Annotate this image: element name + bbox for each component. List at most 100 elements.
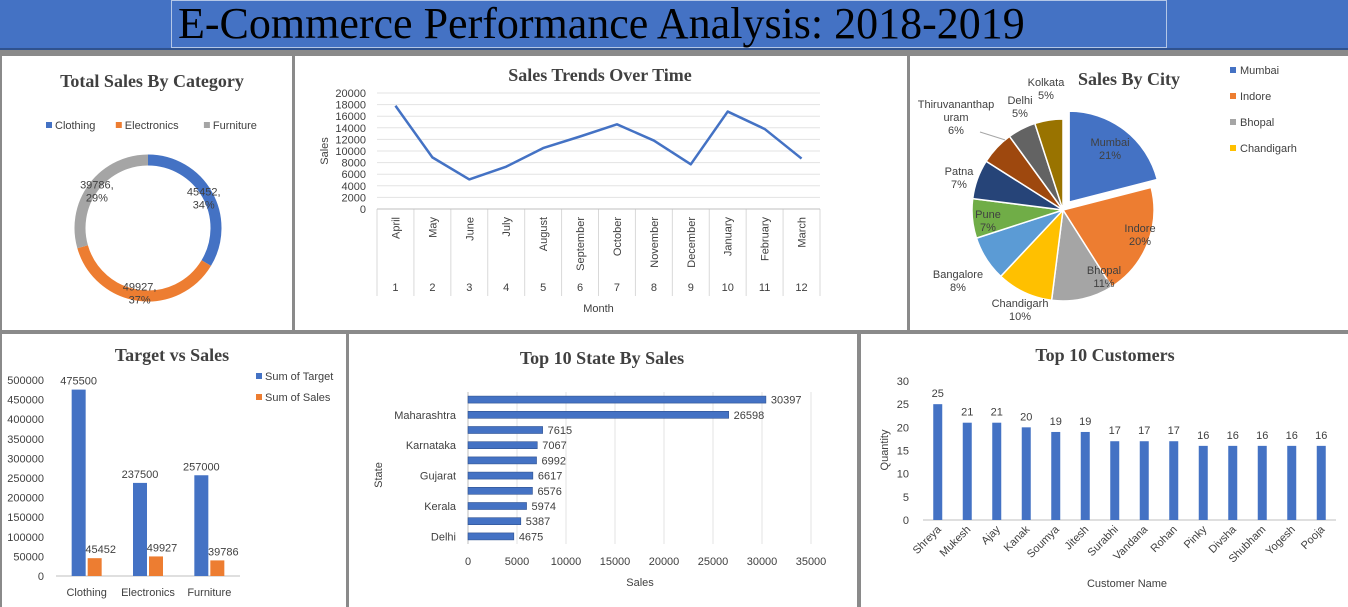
data-label-value: 45452, bbox=[187, 187, 221, 199]
y-tick-label: 300000 bbox=[7, 453, 44, 465]
data-label: 4675 bbox=[519, 531, 543, 543]
data-label: 475500 bbox=[60, 376, 97, 388]
x-axis-title: Month bbox=[583, 303, 614, 315]
bar-customer bbox=[1110, 441, 1120, 520]
x-tick-number: 11 bbox=[759, 282, 770, 294]
y-tick-label: 2000 bbox=[342, 192, 366, 204]
x-tick-number: 4 bbox=[503, 282, 509, 294]
x-tick-label: Ajay bbox=[979, 523, 1003, 547]
y-tick-label: 0 bbox=[360, 204, 366, 216]
data-label-name: Chandigarh bbox=[992, 298, 1049, 310]
data-label-percent: 8% bbox=[950, 282, 966, 294]
x-tick-month: October bbox=[612, 217, 624, 256]
x-tick-label: Clothing bbox=[66, 587, 106, 599]
data-label: 6617 bbox=[538, 471, 562, 483]
legend-label-bhopal: Bhopal bbox=[1240, 117, 1274, 129]
chart-svg: Sales Trends Over Time020004000600080001… bbox=[319, 65, 821, 315]
x-tick-number: 9 bbox=[688, 282, 694, 294]
legend-swatch-electronics bbox=[115, 122, 122, 128]
data-label: 17 bbox=[1109, 425, 1121, 437]
x-tick-number: 12 bbox=[795, 282, 807, 294]
data-label-value: 49927, bbox=[123, 281, 157, 293]
data-label: 17 bbox=[1138, 425, 1150, 437]
y-tick-label: 350000 bbox=[7, 434, 44, 446]
bar-state bbox=[467, 411, 729, 419]
data-label-name: uram bbox=[943, 112, 968, 124]
y-tick-label: 500000 bbox=[7, 375, 44, 387]
x-tick-label: Electronics bbox=[121, 587, 175, 599]
y-tick-label: 0 bbox=[903, 515, 909, 527]
y-tick-label: 400000 bbox=[7, 414, 44, 426]
legend-swatch-bhopal bbox=[1230, 119, 1236, 125]
bar-state bbox=[467, 532, 515, 541]
x-tick-label: Rohan bbox=[1148, 524, 1179, 555]
x-tick-number: 1 bbox=[392, 282, 398, 294]
chart-title: Top 10 State By Sales bbox=[520, 348, 684, 368]
chart-title: Top 10 Customers bbox=[1035, 345, 1174, 365]
data-label: 19 bbox=[1079, 416, 1091, 428]
y-tick-label: 14000 bbox=[335, 123, 366, 135]
legend-label-furniture: Furniture bbox=[213, 120, 257, 132]
legend-swatch bbox=[256, 394, 262, 400]
x-tick-number: 8 bbox=[651, 282, 657, 294]
panel-total-sales-by-category: Total Sales By Category Clothing Electroni… bbox=[2, 56, 292, 330]
data-label: 16 bbox=[1256, 430, 1268, 442]
y-tick-label: Maharashtra bbox=[394, 410, 457, 422]
data-label-percent: 34% bbox=[193, 200, 215, 212]
data-label-percent: 7% bbox=[951, 179, 967, 191]
y-tick-label: 150000 bbox=[7, 512, 44, 524]
legend-label: Sum of Sales bbox=[265, 392, 331, 404]
data-label-percent: 11% bbox=[1093, 278, 1114, 290]
legend-swatch-furniture bbox=[203, 122, 210, 128]
donut-slice-clothing bbox=[147, 154, 222, 266]
y-axis-title: Quantity bbox=[879, 429, 891, 470]
data-label-percent: 6% bbox=[948, 125, 964, 137]
legend-swatch-clothing bbox=[46, 122, 52, 128]
chart-title: Total Sales By Category bbox=[60, 71, 244, 91]
bar-sum-of-target bbox=[194, 475, 209, 576]
chart-svg: Target vs Sales 0 50000 100000 150000 200000 2… bbox=[7, 345, 333, 599]
data-label-percent: 5% bbox=[1012, 108, 1028, 120]
x-tick-label: 30000 bbox=[747, 556, 778, 568]
y-tick-label: 10000 bbox=[335, 146, 366, 158]
y-tick-label: Gujarat bbox=[420, 471, 456, 483]
bar-state bbox=[467, 471, 534, 480]
x-tick-label: Yogesh bbox=[1264, 524, 1298, 558]
x-tick-month: January bbox=[723, 217, 735, 257]
data-label: 16 bbox=[1197, 430, 1209, 442]
data-label: 21 bbox=[961, 407, 973, 419]
data-label: 6576 bbox=[537, 486, 561, 498]
x-tick-label: 35000 bbox=[796, 556, 827, 568]
bar-state bbox=[467, 441, 538, 449]
data-label: 25 bbox=[932, 388, 944, 400]
y-axis-title: Sales bbox=[319, 137, 331, 165]
chart-svg: Sales By City Mumbai Indore Bhopal Chandigar… bbox=[918, 65, 1297, 323]
x-tick-month: March bbox=[797, 217, 809, 248]
data-label: 7615 bbox=[548, 425, 572, 437]
x-tick-month: June bbox=[464, 217, 476, 241]
x-axis-title: Sales bbox=[626, 577, 654, 589]
data-label-percent: 5% bbox=[1038, 90, 1054, 102]
data-label-percent: 21% bbox=[1099, 150, 1121, 162]
x-tick-label: Furniture bbox=[187, 587, 231, 599]
data-label-percent: 7% bbox=[980, 222, 996, 234]
y-tick-label: Delhi bbox=[431, 531, 456, 543]
data-label-name: Mumbai bbox=[1090, 137, 1129, 149]
y-tick-label: 18000 bbox=[335, 100, 366, 112]
x-tick-month: November bbox=[649, 217, 661, 268]
dashboard-title: E-Commerce Performance Analysis: 2018-20… bbox=[171, 0, 1167, 48]
y-tick-label: 200000 bbox=[7, 493, 44, 505]
bar-customer bbox=[1198, 445, 1208, 520]
chart-svg: Total Sales By Category Clothing Electroni… bbox=[46, 71, 257, 306]
data-label-name: Thiruvananthap bbox=[918, 99, 994, 111]
data-label: 21 bbox=[991, 407, 1003, 419]
x-tick-label: Pinky bbox=[1182, 523, 1210, 551]
x-tick-label: 10000 bbox=[551, 556, 582, 568]
data-label-name: Kolkata bbox=[1028, 77, 1066, 89]
data-label: 7067 bbox=[542, 440, 566, 452]
data-label: 257000 bbox=[183, 461, 220, 473]
data-label: 19 bbox=[1050, 416, 1062, 428]
data-label: 16 bbox=[1286, 430, 1298, 442]
leader-line bbox=[979, 131, 1006, 141]
x-tick-month: February bbox=[760, 217, 772, 262]
